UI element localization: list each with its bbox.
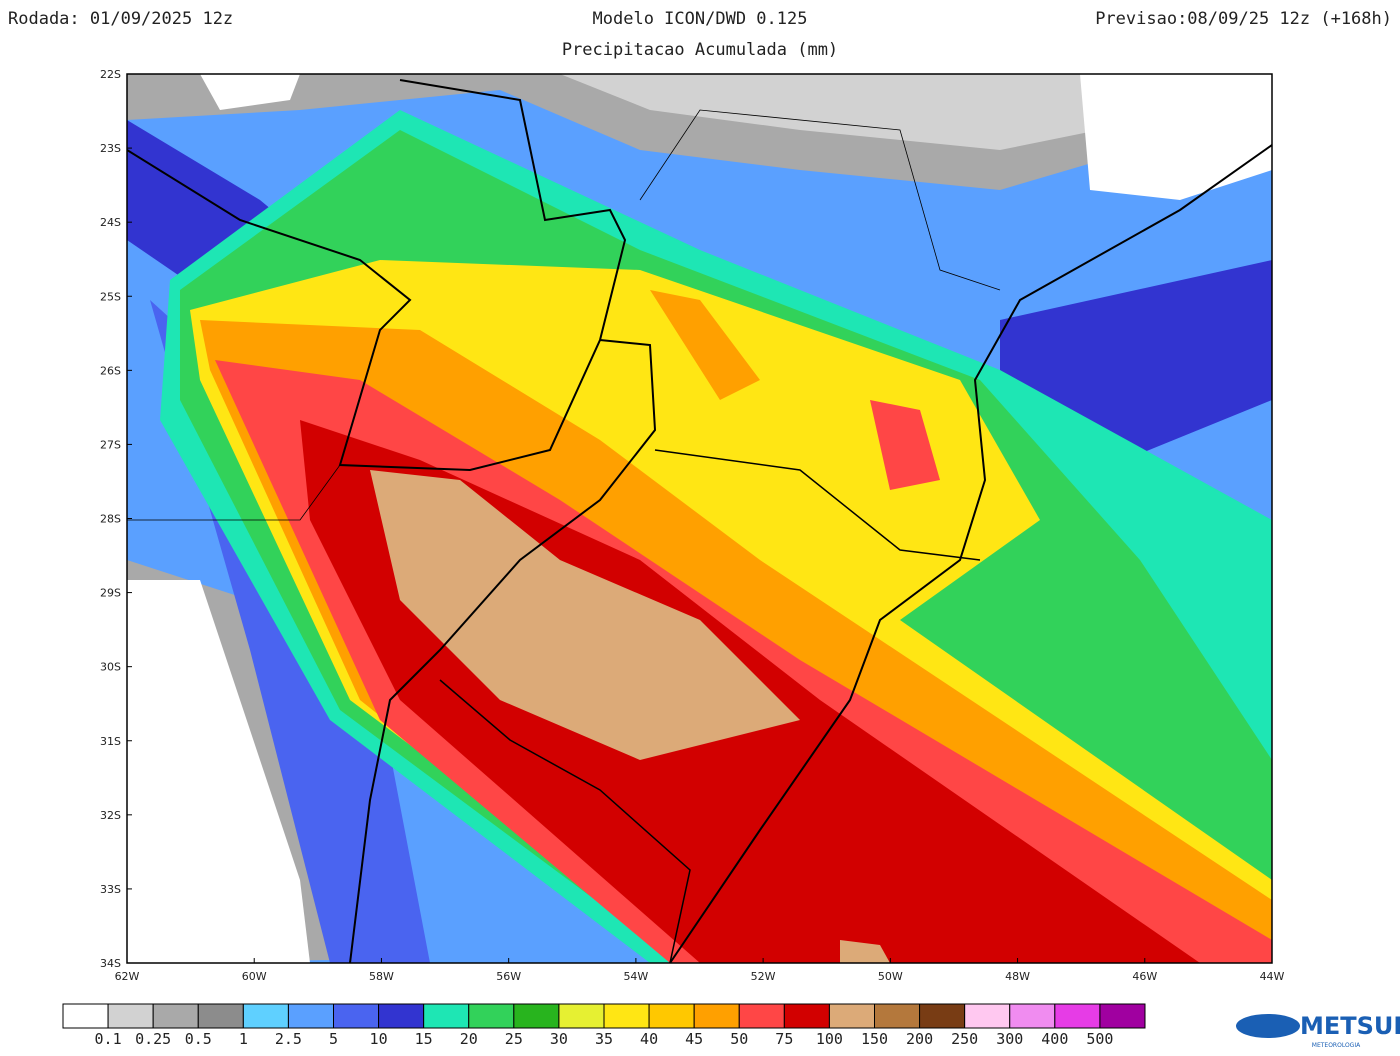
lat-label: 22S xyxy=(100,68,121,81)
lat-label: 32S xyxy=(100,809,121,822)
logo-tagline: METEOROLOGIA xyxy=(1312,1042,1361,1049)
colorbar-swatch xyxy=(648,1003,695,1029)
colorbar-label: 250 xyxy=(951,1030,978,1048)
colorbar-swatch xyxy=(152,1003,199,1029)
subtitle: Precipitacao Acumulada (mm) xyxy=(562,40,838,60)
colorbar-swatch xyxy=(1009,1003,1056,1029)
colorbar-label: 150 xyxy=(861,1030,888,1048)
colorbar-swatch xyxy=(558,1003,605,1029)
lat-label: 34S xyxy=(100,957,121,970)
colorbar-swatch xyxy=(513,1003,560,1029)
lat-label: 30S xyxy=(100,661,121,674)
colorbar-swatch xyxy=(874,1003,921,1029)
logo-name: METSUL xyxy=(1300,1012,1400,1040)
boundaries xyxy=(126,79,1273,964)
lat-label: 24S xyxy=(100,216,121,229)
lat-label: 31S xyxy=(100,735,121,748)
logo-icon xyxy=(1236,1014,1300,1038)
colorbar-swatch xyxy=(378,1003,425,1029)
lon-label: 60W xyxy=(242,970,267,983)
colorbar-swatch xyxy=(468,1003,515,1029)
colorbar-swatch xyxy=(333,1003,380,1029)
lon-label: 46W xyxy=(1132,970,1157,983)
colorbar-label: 20 xyxy=(460,1030,478,1048)
colorbar-swatch xyxy=(197,1003,244,1029)
colorbar-label: 35 xyxy=(595,1030,613,1048)
forecast-label: Previsao:08/09/25 12z (+168h) xyxy=(1095,9,1392,29)
colorbar-label: 200 xyxy=(906,1030,933,1048)
lat-label: 27S xyxy=(100,438,121,451)
colorbar-swatch xyxy=(693,1003,740,1029)
colorbar-label: 75 xyxy=(775,1030,793,1048)
colorbar-label: 0.25 xyxy=(135,1030,171,1048)
colorbar-label: 30 xyxy=(550,1030,568,1048)
lat-label: 26S xyxy=(100,364,121,377)
lat-label: 29S xyxy=(100,587,121,600)
colorbar-swatch xyxy=(919,1003,966,1029)
colorbar-swatch xyxy=(603,1003,650,1029)
colorbar-swatch xyxy=(107,1003,154,1029)
colorbar-swatch xyxy=(423,1003,470,1029)
colorbar-label: 300 xyxy=(996,1030,1023,1048)
colorbar-label: 0.1 xyxy=(95,1030,122,1048)
colorbar-label: 40 xyxy=(640,1030,658,1048)
lat-label: 28S xyxy=(100,513,121,526)
colorbar-label: 45 xyxy=(685,1030,703,1048)
colorbar-label: 15 xyxy=(415,1030,433,1048)
lon-label: 48W xyxy=(1005,970,1030,983)
lon-label: 58W xyxy=(369,970,394,983)
colorbar-label: 400 xyxy=(1041,1030,1068,1048)
colorbar-label: 500 xyxy=(1086,1030,1113,1048)
colorbar-label: 50 xyxy=(730,1030,748,1048)
colorbar-label: 0.5 xyxy=(185,1030,212,1048)
colorbar-swatch xyxy=(828,1003,876,1029)
run-label: Rodada: 01/09/2025 12z xyxy=(8,9,233,29)
colorbar-swatch xyxy=(62,1003,109,1029)
lon-label: 44W xyxy=(1260,970,1285,983)
colorbar-swatch xyxy=(783,1003,830,1029)
lon-label: 56W xyxy=(496,970,521,983)
lon-label: 62W xyxy=(115,970,140,983)
precip-field xyxy=(127,74,1272,963)
lat-label: 25S xyxy=(100,290,121,303)
colorbar-swatch xyxy=(242,1003,289,1029)
colorbar-label: 5 xyxy=(329,1030,338,1048)
model-title: Modelo ICON/DWD 0.125 xyxy=(593,9,808,29)
colorbar-swatch xyxy=(738,1003,785,1029)
colorbar-swatch xyxy=(1099,1003,1146,1029)
colorbar-label: 25 xyxy=(505,1030,523,1048)
colorbar-label: 2.5 xyxy=(275,1030,302,1048)
colorbar-swatch xyxy=(964,1003,1011,1029)
colorbar-label: 1 xyxy=(239,1030,248,1048)
lat-label: 23S xyxy=(100,142,121,155)
lat-label: 33S xyxy=(100,883,121,896)
lon-label: 52W xyxy=(751,970,776,983)
colorbar-swatch xyxy=(287,1003,334,1029)
colorbar-label: 10 xyxy=(370,1030,388,1048)
colorbar-swatch xyxy=(1054,1003,1101,1029)
lon-label: 54W xyxy=(623,970,648,983)
lon-label: 50W xyxy=(878,970,903,983)
colorbar-label: 100 xyxy=(816,1030,843,1048)
